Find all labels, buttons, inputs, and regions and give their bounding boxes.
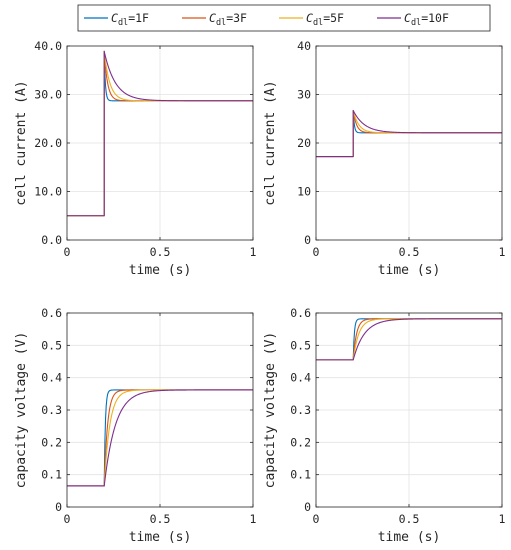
series-line bbox=[316, 109, 502, 158]
y-axis-label: capacity voltage (V) bbox=[14, 332, 29, 489]
y-tick-label: 30.0 bbox=[34, 88, 62, 102]
x-tick-label: 0 bbox=[313, 512, 320, 526]
y-tick-label: 20.0 bbox=[34, 136, 62, 150]
y-axis-label: capacity voltage (V) bbox=[263, 332, 278, 489]
y-axis-label: cell current (A) bbox=[14, 80, 29, 205]
y-tick-label: 20 bbox=[297, 136, 311, 150]
y-tick-label: 0 bbox=[304, 233, 311, 247]
x-axis-label: time (s) bbox=[129, 530, 192, 545]
series-line bbox=[67, 389, 253, 487]
legend: Cdl=1F Cdl=3F Cdl=5F Cdl=10F bbox=[77, 4, 491, 32]
y-tick-label: 0.1 bbox=[290, 468, 311, 482]
x-tick-label: 1 bbox=[250, 512, 257, 526]
legend-label: Cdl=5F bbox=[306, 11, 344, 28]
x-tick-label: 0.5 bbox=[399, 512, 420, 526]
x-tick-label: 0 bbox=[64, 245, 71, 259]
x-tick-label: 0 bbox=[313, 245, 320, 259]
y-tick-label: 0.0 bbox=[41, 233, 62, 247]
legend-entry: Cdl=5F bbox=[279, 11, 344, 28]
subplot-capacity-voltage-left: 0 0.5 1 0 0.1 0.2 0.3 0.4 0.5 0.6 time (s) capacity… bbox=[14, 306, 257, 545]
y-tick-label: 10.0 bbox=[34, 185, 62, 199]
x-axis-label: time (s) bbox=[129, 263, 192, 278]
legend-label: Cdl=1F bbox=[111, 11, 149, 28]
x-tick-label: 1 bbox=[499, 245, 506, 259]
y-tick-label: 0.2 bbox=[290, 435, 311, 449]
x-tick-label: 1 bbox=[499, 512, 506, 526]
legend-entry: Cdl=10F bbox=[377, 11, 449, 28]
y-tick-label: 0.6 bbox=[41, 306, 62, 320]
y-tick-label: 10 bbox=[297, 185, 311, 199]
x-tick-label: 1 bbox=[250, 245, 257, 259]
legend-entry: Cdl=1F bbox=[84, 11, 149, 28]
x-tick-label: 0.5 bbox=[399, 245, 420, 259]
y-tick-label: 0.3 bbox=[290, 403, 311, 417]
legend-entry: Cdl=3F bbox=[182, 11, 247, 28]
y-tick-label: 40.0 bbox=[34, 39, 62, 53]
legend-label: Cdl=3F bbox=[209, 11, 247, 28]
y-axis-label: cell current (A) bbox=[263, 80, 278, 205]
y-tick-label: 0.4 bbox=[290, 371, 311, 385]
y-tick-label: 0.5 bbox=[41, 338, 62, 352]
subplot-capacity-voltage-right: 0 0.5 1 0 0.1 0.2 0.3 0.4 0.5 0.6 time (s) capacity… bbox=[263, 306, 506, 545]
y-tick-label: 0.6 bbox=[290, 306, 311, 320]
x-axis-label: time (s) bbox=[378, 263, 441, 278]
legend-label: Cdl=10F bbox=[404, 11, 449, 28]
y-tick-label: 0.1 bbox=[41, 468, 62, 482]
y-tick-label: 30 bbox=[297, 88, 311, 102]
y-tick-label: 0.5 bbox=[290, 338, 311, 352]
y-tick-label: 40 bbox=[297, 39, 311, 53]
series-line bbox=[67, 50, 253, 217]
y-tick-label: 0.4 bbox=[41, 371, 62, 385]
x-axis-label: time (s) bbox=[378, 530, 441, 545]
y-tick-label: 0 bbox=[304, 500, 311, 514]
x-tick-label: 0 bbox=[64, 512, 71, 526]
x-tick-label: 0.5 bbox=[150, 512, 171, 526]
y-tick-label: 0 bbox=[55, 500, 62, 514]
y-tick-label: 0.2 bbox=[41, 435, 62, 449]
y-tick-label: 0.3 bbox=[41, 403, 62, 417]
series-line bbox=[316, 318, 502, 361]
x-tick-label: 0.5 bbox=[150, 245, 171, 259]
